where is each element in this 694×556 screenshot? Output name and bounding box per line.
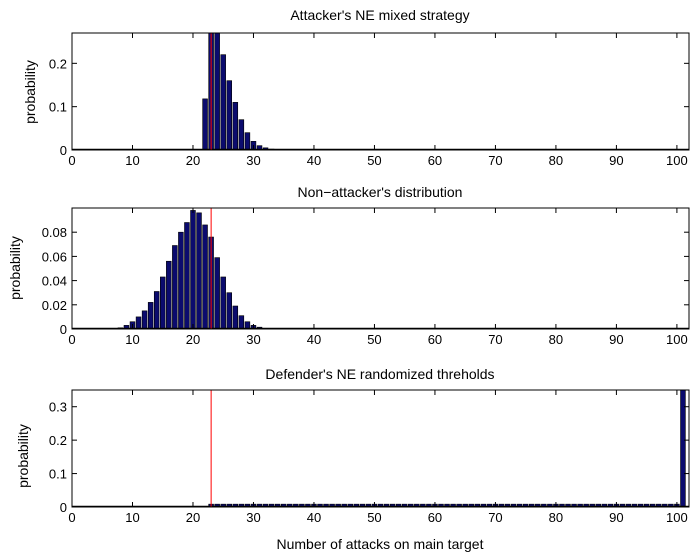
x-tick-label: 50 xyxy=(367,153,381,168)
bar xyxy=(141,310,148,330)
panel-defender-thresholds: Defender's NE randomized threholds proba… xyxy=(15,366,690,552)
x-tick-label: 0 xyxy=(68,510,75,525)
x-tick-label: 30 xyxy=(246,510,260,525)
y-tick-label: 0.08 xyxy=(42,225,67,240)
bar xyxy=(153,291,160,330)
y-tick-label: 0 xyxy=(60,322,67,337)
panel-attacker-strategy: Attacker's NE mixed strategy probability… xyxy=(22,7,690,168)
bar-group xyxy=(117,210,269,330)
y-tick-label: 0.1 xyxy=(49,467,67,482)
x-tick-label: 20 xyxy=(186,153,200,168)
plot-frame xyxy=(71,389,690,508)
x-tick-label: 0 xyxy=(68,153,75,168)
x-tick-label: 20 xyxy=(186,510,200,525)
bar xyxy=(232,102,239,151)
x-tick-label: 90 xyxy=(609,332,623,347)
x-tick-label: 90 xyxy=(609,153,623,168)
x-tick-label: 80 xyxy=(549,332,563,347)
y-tick-label: 0.02 xyxy=(42,298,67,313)
bar xyxy=(172,245,178,330)
x-tick-label: 60 xyxy=(428,332,442,347)
x-tick-label: 100 xyxy=(666,332,688,347)
y-tick-label: 0.2 xyxy=(49,56,67,71)
bar xyxy=(184,222,190,330)
x-tick-label: 10 xyxy=(125,332,139,347)
bar xyxy=(680,389,686,508)
bar xyxy=(226,292,232,330)
tick-group: 0 10 20 30 40 50 60 70 80 90 100 0 0.1 0.2 xyxy=(49,33,689,168)
x-tick-label: 100 xyxy=(666,153,688,168)
bar xyxy=(220,54,226,151)
bar xyxy=(220,276,226,330)
x-tick-label: 0 xyxy=(68,332,75,347)
y-tick-label: 0.04 xyxy=(42,274,67,289)
bar xyxy=(147,302,154,330)
y-tick-label: 0 xyxy=(60,143,67,158)
panel-title: Attacker's NE mixed strategy xyxy=(290,7,469,23)
panel-non-attacker-distribution: Non−attacker's distribution probability … xyxy=(7,184,690,347)
bar xyxy=(196,212,202,330)
x-tick-label: 10 xyxy=(125,510,139,525)
panel-title: Non−attacker's distribution xyxy=(298,184,463,200)
bar xyxy=(190,210,196,330)
bar xyxy=(160,276,166,330)
x-tick-label: 50 xyxy=(367,332,381,347)
bar xyxy=(238,315,245,330)
plot-frame xyxy=(71,32,690,151)
plot-frame xyxy=(71,207,690,330)
x-tick-label: 70 xyxy=(488,153,502,168)
bar xyxy=(214,32,220,151)
bar xyxy=(226,80,232,151)
x-tick-label: 10 xyxy=(125,153,139,168)
y-tick-label: 0.2 xyxy=(49,433,67,448)
bar xyxy=(135,316,142,330)
x-tick-label: 50 xyxy=(367,510,381,525)
bar xyxy=(214,257,220,330)
bar xyxy=(202,224,208,330)
panel-title: Defender's NE randomized threholds xyxy=(265,366,494,382)
extras-group xyxy=(72,390,689,508)
x-tick-label: 40 xyxy=(307,153,321,168)
extras-group xyxy=(72,33,689,151)
x-tick-label: 40 xyxy=(307,510,321,525)
x-tick-label: 40 xyxy=(307,332,321,347)
x-tick-label: 90 xyxy=(609,510,623,525)
bar-group xyxy=(208,389,686,508)
y-axis-label: probability xyxy=(15,424,31,488)
x-tick-label: 60 xyxy=(428,153,442,168)
x-tick-label: 20 xyxy=(186,332,200,347)
y-tick-label: 0 xyxy=(60,500,67,515)
y-tick-label: 0.06 xyxy=(42,249,67,264)
bar xyxy=(202,98,208,151)
y-axis-label: probability xyxy=(22,60,38,124)
bar xyxy=(232,305,239,330)
x-tick-label: 30 xyxy=(246,332,260,347)
x-tick-label: 80 xyxy=(549,153,563,168)
x-tick-label: 60 xyxy=(428,510,442,525)
x-tick-label: 80 xyxy=(549,510,563,525)
x-tick-label: 70 xyxy=(488,332,502,347)
tick-group: 0 10 20 30 40 50 60 70 80 90 100 0 0.02 0.04 0.06 0.08 xyxy=(42,208,689,347)
y-tick-label: 0.3 xyxy=(49,400,67,415)
y-axis-label: probability xyxy=(7,236,23,300)
x-tick-label: 30 xyxy=(246,153,260,168)
x-axis-label: Number of attacks on main target xyxy=(277,536,484,552)
bar xyxy=(166,260,172,330)
bar xyxy=(238,119,245,151)
x-tick-label: 100 xyxy=(666,510,688,525)
y-tick-label: 0.1 xyxy=(49,100,67,115)
bar-group xyxy=(202,32,275,151)
tick-group: 0 10 20 30 40 50 60 70 80 90 100 0 0.1 0.2 0.3 xyxy=(49,390,689,525)
x-tick-label: 70 xyxy=(488,510,502,525)
bar xyxy=(178,231,184,330)
bar xyxy=(244,132,251,151)
